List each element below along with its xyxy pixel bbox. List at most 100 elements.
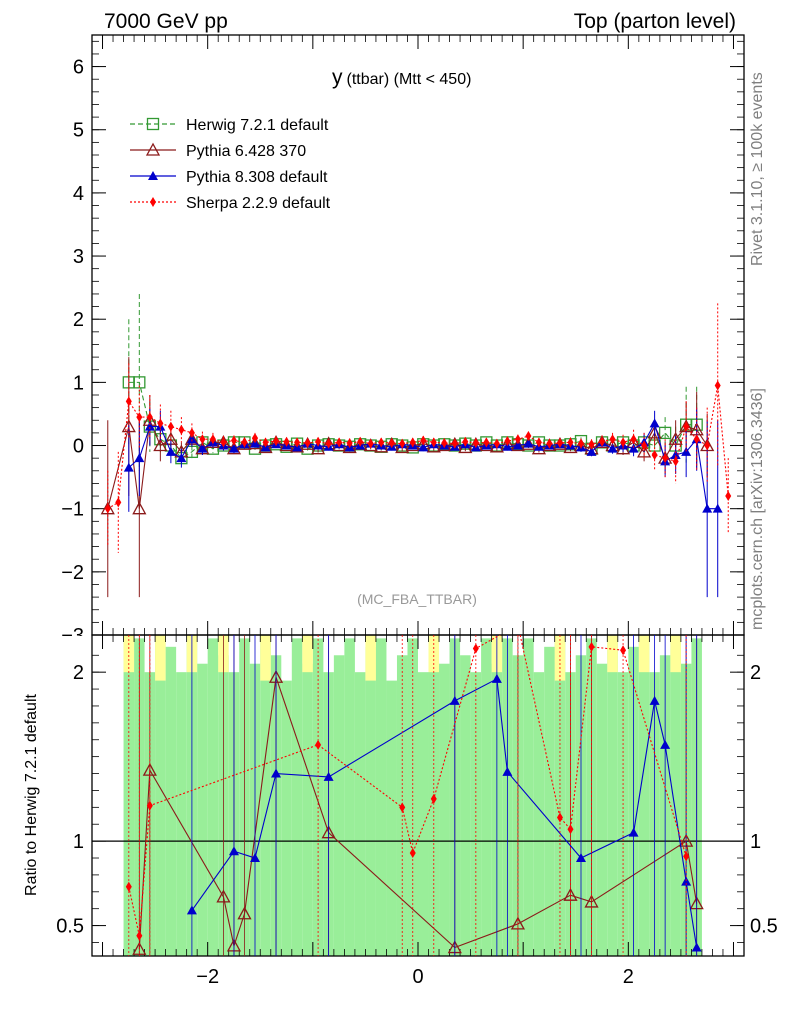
analysis-watermark: (MC_FBA_TTBAR) [357, 591, 477, 607]
y-tick-label: 2 [73, 309, 84, 331]
main-point-3 [125, 396, 132, 407]
ratio-point-0 [216, 889, 231, 903]
main-point-2 [144, 421, 155, 431]
ratio-band-0-bin [155, 638, 166, 956]
legend-label: Pythia 8.308 default [186, 169, 328, 186]
main-point-3 [367, 438, 374, 449]
main-point-2 [649, 418, 660, 428]
ratio-point-1 [228, 846, 239, 856]
y-tick-label: 5 [73, 120, 84, 142]
main-point-3 [609, 434, 616, 445]
ratio-y-tick-label-right: 0.5 [750, 916, 778, 938]
legend-marker [145, 142, 161, 156]
ratio-point-1 [691, 942, 702, 952]
main-point-3 [441, 438, 448, 448]
ratio-y-tick-label-right: 2 [750, 662, 761, 684]
legend: Herwig 7.2.1 default Pythia 6.428 370 Pyth… [130, 117, 331, 212]
ratio-point-1 [323, 771, 334, 781]
ratio-point-1 [502, 766, 513, 776]
ratio-series [125, 635, 704, 956]
main-point-3 [199, 434, 206, 445]
ratio-point-2 [409, 847, 416, 858]
main-point-2 [186, 434, 197, 444]
main-point-3 [357, 436, 364, 447]
ratio-band-0-bin [638, 638, 650, 956]
main-point-3 [104, 503, 111, 514]
ratio-band-0-bin [281, 680, 292, 956]
main-point-2 [502, 441, 513, 451]
ratio-band-1-bin [155, 635, 166, 681]
main-point-3 [599, 436, 606, 447]
ratio-ylabel: Ratio to Herwig 7.2.1 default [23, 694, 40, 896]
ratio-band-0-bin [418, 672, 429, 956]
ratio-band-0-bin [333, 655, 345, 956]
ratio-point-2 [556, 812, 563, 823]
ratio-band-0-bin [176, 672, 187, 956]
ratio-band-0-bin [123, 638, 135, 956]
main-point-1 [153, 438, 168, 452]
main-point-3 [252, 432, 258, 443]
main-point-3 [188, 427, 195, 438]
ratio-band-0-bin [596, 663, 608, 956]
main-point-3 [472, 438, 479, 448]
y-tick-label: 6 [73, 57, 84, 79]
main-point-3 [630, 434, 637, 445]
main-point-3 [725, 491, 732, 502]
ratio-point-0 [132, 941, 147, 955]
main-point-3 [388, 438, 395, 448]
main-point-2 [586, 446, 597, 456]
main-point-3 [136, 412, 143, 423]
ratio-point-1 [449, 695, 460, 705]
main-series [100, 293, 732, 598]
main-point-3 [493, 438, 500, 449]
ratio-band-0-bin [544, 646, 555, 956]
ratio-point-1 [649, 695, 660, 705]
mcplots-label: mcplots.cern.ch [arXiv:1306.3436] [749, 388, 766, 630]
main-point-3 [409, 437, 416, 448]
main-point-3 [178, 424, 185, 435]
main-point-2 [523, 438, 534, 448]
main-point-2 [250, 438, 260, 448]
main-point-2 [512, 440, 523, 450]
x-tick-label: 0 [412, 966, 423, 988]
ratio-point-2 [146, 800, 153, 811]
main-point-3 [420, 435, 427, 446]
main-point-3 [556, 438, 563, 448]
ratio-point-1 [681, 876, 692, 886]
ratio-point-0 [584, 894, 599, 908]
main-point-2 [607, 443, 618, 453]
main-point-2 [628, 443, 639, 453]
tick-mask [40, 636, 91, 648]
main-point-2 [134, 453, 145, 463]
ratio-band-1-bin [365, 635, 376, 681]
main-point-3 [115, 497, 122, 508]
y-tick-label: −2 [61, 562, 84, 584]
main-point-3 [546, 438, 553, 449]
main-title: y (ttbar) (Mtt < 450) [332, 66, 471, 89]
ratio-band-0-bin [533, 672, 545, 956]
ratio-band-0-bin [291, 638, 303, 956]
y-tick-label: 1 [73, 372, 84, 394]
main-point-2 [702, 503, 713, 513]
main-point-3 [336, 437, 343, 448]
main-point-3 [651, 450, 658, 460]
ratio-point-0 [237, 906, 252, 920]
main-point-3 [704, 440, 711, 451]
ratio-band-0-bin [617, 672, 629, 956]
main-point-2 [670, 450, 681, 459]
ratio-band-0-bin [207, 638, 219, 956]
ratio-point-1 [660, 739, 671, 749]
ratio-y-tick-label-right: 1 [750, 831, 761, 853]
ratio-band-0-bin [554, 638, 566, 956]
legend-marker [146, 117, 160, 131]
ratio-point-2 [620, 645, 627, 656]
ratio-band-0-bin [407, 638, 418, 956]
ratio-band-0-bin [197, 663, 208, 956]
ratio-band-0-bin [375, 638, 387, 956]
ratio-point-2 [472, 643, 479, 654]
x-tick-label: −2 [196, 966, 219, 988]
main-point-3 [378, 437, 385, 448]
main-point-3 [315, 436, 322, 447]
ratio-band-1-bin [670, 635, 681, 673]
ratio-band-0-bin [354, 672, 366, 956]
